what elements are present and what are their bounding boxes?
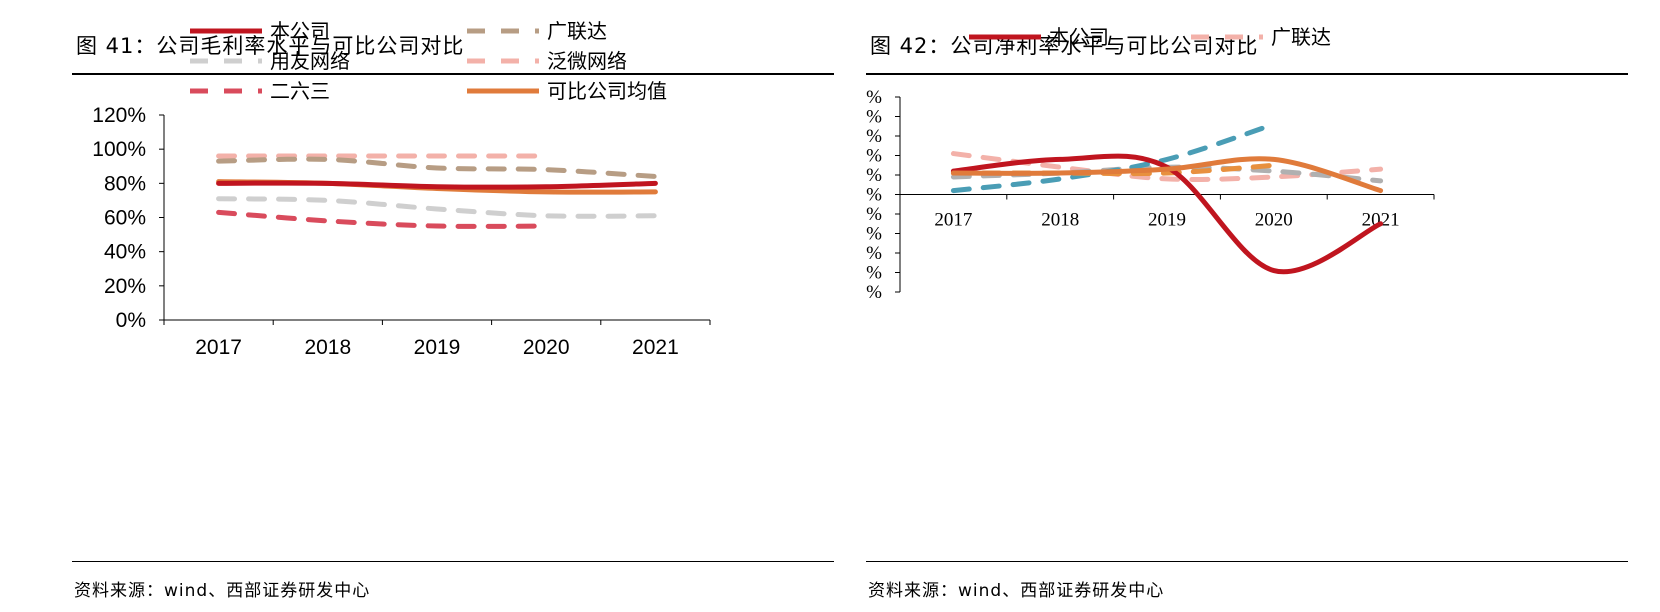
legend-label-5: 可比公司均值 <box>547 79 667 103</box>
figure-41-bottom-rule <box>72 561 834 562</box>
x-tick-label-2: 2019 <box>1148 210 1186 231</box>
figure-42-top-rule <box>866 73 1628 75</box>
y-tick-label-5: 100% <box>92 138 146 161</box>
figure-42-chart: 本公司 广联达 -50%-40%-30%-20%-10%0%10%20%30%40%… <box>866 25 1435 303</box>
x-tick-label-4: 2021 <box>632 336 679 359</box>
fig41-series-line-1 <box>216 156 658 179</box>
figure-42-source: 资料来源：wind、西部证券研发中心 <box>868 581 1165 601</box>
y-tick-label-0: -50% <box>866 282 882 303</box>
x-tick-label-1: 2018 <box>304 336 351 359</box>
y-tick-label-6: 120% <box>92 104 146 127</box>
y-tick-label-2: 40% <box>104 241 146 264</box>
x-tick-label-1: 2018 <box>1041 210 1079 231</box>
y-tick-label-1: -40% <box>866 263 882 284</box>
x-tick-label-3: 2020 <box>523 336 570 359</box>
y-tick-label-10: 50% <box>866 87 882 108</box>
fig41-series-line-2 <box>216 196 658 219</box>
y-tick-label-6: 10% <box>866 165 882 186</box>
legend-label-2: 用友网络 <box>270 49 350 73</box>
legend-label-1: 广联达 <box>547 19 607 43</box>
legend-label-1: 广联达 <box>1271 25 1331 49</box>
figure-42-panel: 图 42：公司净利率水平与可比公司对比 本公司广联达-50%-40%-30%-2… <box>866 0 1628 612</box>
y-tick-label-0: 0% <box>116 309 146 332</box>
x-tick-label-3: 2020 <box>1255 210 1293 231</box>
fig42-series-line-5 <box>950 156 1384 194</box>
y-tick-label-3: -20% <box>866 224 882 245</box>
y-tick-label-4: 80% <box>104 172 146 195</box>
y-tick-label-4: -10% <box>866 204 882 225</box>
x-tick-label-4: 2021 <box>1362 210 1400 231</box>
fig41-series-line-0 <box>216 180 658 190</box>
x-tick-label-0: 2017 <box>195 336 242 359</box>
figure-41-title: 图 41：公司毛利率水平与可比公司对比 <box>76 34 465 58</box>
x-tick-label-2: 2019 <box>414 336 461 359</box>
x-tick-label-0: 2017 <box>934 210 972 231</box>
y-tick-label-9: 40% <box>866 107 882 128</box>
figure-41-panel: 图 41：公司毛利率水平与可比公司对比 本公司 广联达用友网络 泛微网络二六三 可比公… <box>72 0 834 612</box>
legend-label-4: 二六三 <box>270 79 330 103</box>
figure-42-bottom-rule <box>866 561 1628 562</box>
y-tick-label-5: 0% <box>866 185 882 206</box>
legend-label-0: 本公司 <box>270 19 330 43</box>
y-tick-label-7: 20% <box>866 146 882 167</box>
y-tick-label-8: 30% <box>866 126 882 147</box>
figure-41-source: 资料来源：wind、西部证券研发中心 <box>74 581 371 601</box>
y-tick-label-1: 20% <box>104 275 146 298</box>
y-tick-label-3: 60% <box>104 207 146 230</box>
figure-41-top-rule <box>72 73 834 75</box>
legend-label-0: 本公司 <box>1049 25 1109 49</box>
y-tick-label-2: -30% <box>866 243 882 264</box>
fig41-series-line-4 <box>216 209 549 229</box>
legend-label-3: 泛微网络 <box>547 49 627 73</box>
